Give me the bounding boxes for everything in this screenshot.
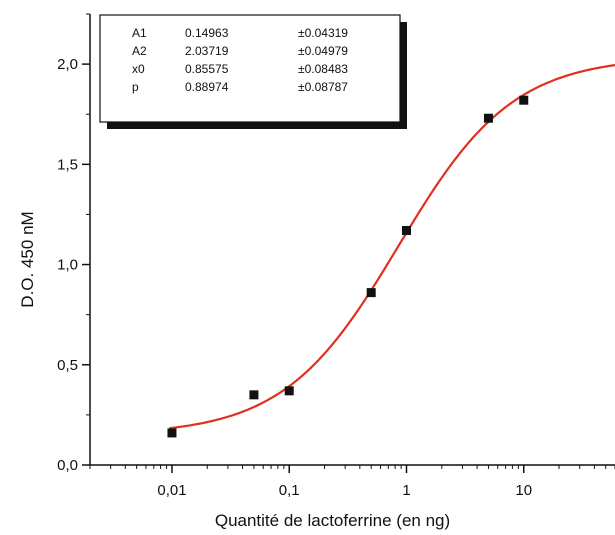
axes: 0,01 0,1 1 10 0,0 0,5 1,0 1,5 2,0 [57, 13, 615, 499]
y-tick-label: 0,5 [57, 357, 78, 374]
x-axis-title: Quantité de lactoferrine (en ng) [215, 511, 450, 530]
fit-curve [169, 64, 615, 430]
data-point [284, 386, 294, 396]
x-tick-label: 1 [402, 482, 410, 499]
param-value: 0.85575 [185, 62, 229, 76]
param-error: ±0.04319 [298, 26, 348, 40]
x-axis-ticks: 0,01 0,1 1 10 [89, 465, 615, 499]
fit-curve-layer [169, 64, 615, 430]
data-point [366, 288, 376, 298]
y-axis-ticks: 0,0 0,5 1,0 1,5 2,0 [57, 13, 90, 474]
param-box-frame [99, 14, 401, 123]
data-point [483, 113, 493, 123]
param-value: 0.14963 [185, 26, 229, 40]
param-error: ±0.08483 [298, 62, 348, 76]
y-tick-label: 2,0 [57, 56, 78, 73]
param-value: 2.03719 [185, 44, 229, 58]
data-point [519, 95, 529, 105]
param-name: A1 [132, 26, 147, 40]
x-tick-label: 0,01 [157, 482, 186, 499]
fit-parameters-box: A1 0.14963 ±0.04319 A2 2.03719 ±0.04979 x0 0.85… [99, 14, 407, 129]
data-point [167, 428, 177, 438]
y-axis-title: D.O. 450 nM [18, 211, 37, 307]
param-error: ±0.08787 [298, 80, 348, 94]
data-points [167, 95, 529, 438]
y-tick-label: 1,5 [57, 156, 78, 173]
data-point [249, 390, 259, 400]
x-tick-label: 0,1 [279, 482, 300, 499]
param-error: ±0.04979 [298, 44, 348, 58]
param-value: 0.88974 [185, 80, 229, 94]
param-name: x0 [132, 62, 145, 76]
x-tick-label: 10 [515, 482, 532, 499]
y-tick-label: 0,0 [57, 457, 78, 474]
y-tick-label: 1,0 [57, 257, 78, 274]
param-name: A2 [132, 44, 147, 58]
data-point [401, 225, 411, 235]
param-name: p [132, 80, 139, 94]
